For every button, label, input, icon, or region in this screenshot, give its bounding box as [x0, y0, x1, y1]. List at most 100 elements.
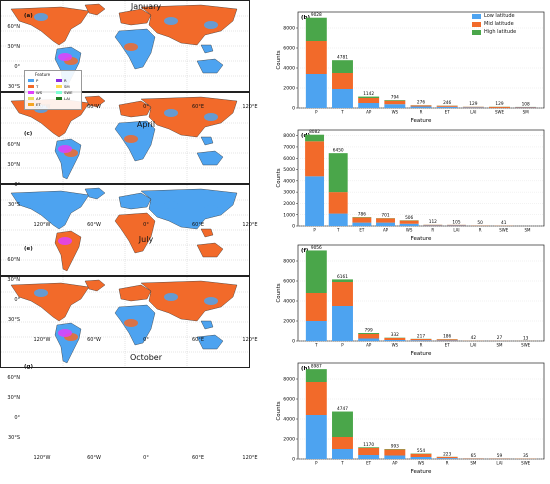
- map-feature-legend: Feature P R T SM WS SWE AP LAI ET: [24, 70, 82, 110]
- continent-shape: [196, 150, 224, 166]
- feature-patch: [204, 21, 218, 29]
- feature-patch: [164, 17, 178, 25]
- lon-tick-label: 120°E: [242, 337, 258, 343]
- lon-tick-label: 0°: [143, 455, 149, 461]
- continent-shape: [118, 100, 152, 118]
- feature-patch: [58, 53, 72, 61]
- lon-tick-label: 120°W: [33, 222, 51, 228]
- lat-tick-label: 30°S: [7, 84, 20, 90]
- legend-swatch-low: [472, 13, 481, 19]
- map-legend-item: P: [28, 78, 38, 83]
- lon-tick-label: 0°: [143, 104, 149, 110]
- bar-segment: [358, 447, 380, 448]
- bar-segment: [384, 449, 406, 456]
- bar-segment: [305, 382, 327, 415]
- map-legend-label: LAI: [64, 96, 70, 101]
- continent-shape: [10, 6, 90, 46]
- continent-shape: [196, 242, 224, 258]
- map-legend-item: R: [56, 78, 67, 83]
- continent-shape: [200, 136, 214, 146]
- lat-tick-label: 0°: [14, 415, 20, 421]
- x-tick-label: LAI: [496, 461, 502, 466]
- bar-total-label: 554: [417, 448, 425, 454]
- continent-shape: [84, 187, 106, 200]
- map-legend-swatch: [28, 79, 34, 82]
- lat-tick-label: 60°N: [7, 257, 20, 263]
- continent-shape: [196, 58, 224, 74]
- lat-tick-label: 30°S: [7, 435, 20, 441]
- map-legend-label: ET: [36, 102, 41, 107]
- continent-shape: [140, 4, 238, 46]
- map-legend-label: T: [36, 84, 39, 89]
- y-axis-label: Counts: [276, 401, 282, 420]
- continent-shape: [118, 192, 152, 210]
- world-map-1: [0, 92, 250, 184]
- map-legend-item: T: [28, 84, 38, 89]
- feature-patch: [58, 237, 72, 245]
- y-tick-label: 8000: [283, 377, 295, 383]
- map-legend-item: LAI: [56, 96, 70, 101]
- map-legend-label: AP: [36, 96, 41, 101]
- lon-tick-label: 120°W: [33, 455, 51, 461]
- continent-shape: [200, 320, 214, 330]
- lon-tick-label: 60°E: [191, 337, 205, 343]
- lat-tick-label: 30°N: [7, 162, 20, 168]
- bar-total-label: 223: [443, 451, 451, 457]
- bar-total-label: 4747: [337, 406, 348, 412]
- lon-tick-label: 60°E: [191, 222, 205, 228]
- legend-swatch-high: [472, 29, 481, 35]
- continent-shape: [118, 284, 152, 302]
- world-map-svg: [1, 1, 249, 91]
- map-legend-label: P: [36, 78, 39, 83]
- bar-segment: [410, 457, 432, 459]
- map-legend-label: SWE: [64, 90, 73, 95]
- map-title-3: October: [129, 353, 162, 362]
- feature-patch: [164, 293, 178, 301]
- lat-tick-label: 0°: [14, 182, 20, 188]
- map-legend-swatch: [56, 91, 62, 94]
- bar-total-label: 35: [523, 453, 529, 459]
- map-legend-item: WS: [28, 90, 42, 95]
- map-legend-swatch: [56, 85, 62, 88]
- feature-patch: [204, 297, 218, 305]
- feature-patch: [124, 319, 138, 327]
- map-legend-swatch: [28, 97, 34, 100]
- bar-total-label: 993: [391, 444, 399, 450]
- continent-shape: [200, 228, 214, 238]
- x-tick-label: T: [340, 461, 344, 466]
- continent-shape: [196, 334, 224, 350]
- lon-tick-label: 120°E: [242, 455, 258, 461]
- map-legend-swatch: [28, 91, 34, 94]
- world-map-2: [0, 184, 250, 276]
- x-axis-label: Feature: [411, 469, 432, 475]
- map-legend-label: WS: [36, 90, 43, 95]
- legend-low-latitude: Low latitude: [484, 13, 515, 19]
- map-legend-item: ET: [28, 102, 41, 107]
- lat-tick-label: 30°N: [7, 395, 20, 401]
- lon-tick-label: 60°E: [191, 455, 205, 461]
- continent-shape: [84, 3, 106, 16]
- lat-tick-label: 0°: [14, 297, 20, 303]
- feature-patch: [58, 145, 72, 153]
- map-panel-label: (e): [24, 246, 33, 252]
- legend-swatch-mid: [472, 21, 481, 27]
- lon-tick-label: 120°W: [33, 337, 51, 343]
- map-title-2: July: [138, 235, 154, 244]
- world-map-3: [0, 276, 250, 368]
- feature-patch: [34, 197, 48, 205]
- feature-patch: [34, 289, 48, 297]
- lat-tick-label: 30°S: [7, 202, 20, 208]
- lon-tick-label: 60°E: [191, 104, 205, 110]
- bar-total-label: 1170: [363, 442, 374, 448]
- feature-patch: [124, 43, 138, 51]
- y-tick-label: 6000: [283, 397, 295, 403]
- lon-tick-label: 60°W: [87, 104, 101, 110]
- bar-segment: [358, 455, 380, 459]
- bar-chart-3: 02000400060008000CountsFeature(h)P8987T4…: [276, 362, 545, 475]
- map-title-0: January: [130, 2, 162, 11]
- lat-tick-label: 60°N: [7, 142, 20, 148]
- legend-high-latitude: High latitude: [484, 29, 517, 35]
- bar-latitude-legend: Low latitude Mid latitude High latitude: [472, 12, 516, 36]
- lon-tick-label: 0°: [143, 337, 149, 343]
- map-panel-label: (c): [24, 131, 33, 137]
